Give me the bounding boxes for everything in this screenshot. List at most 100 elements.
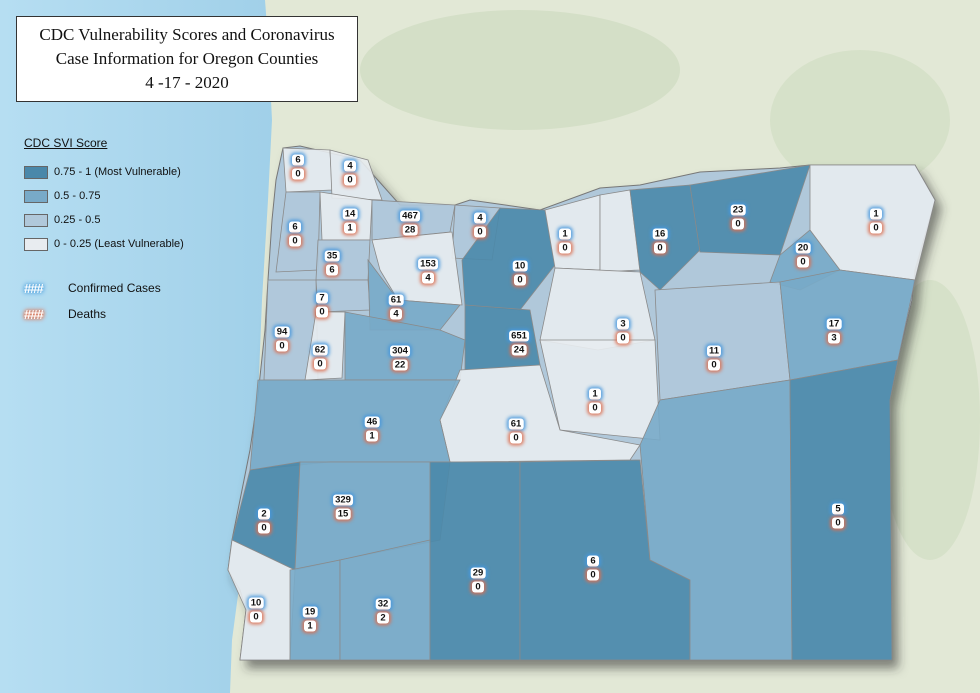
legend-swatch bbox=[24, 189, 48, 203]
legend-swatch bbox=[24, 213, 48, 227]
county-deaths-label: 0 bbox=[474, 226, 486, 238]
county-deaths-label: 1 bbox=[304, 620, 316, 632]
title-line-1: CDC Vulnerability Scores and Coronavirus bbox=[39, 25, 335, 44]
county-cases-label: 3 bbox=[617, 318, 629, 330]
county-cases-label: 61 bbox=[508, 418, 524, 430]
county-cases-label: 19 bbox=[302, 606, 318, 618]
county-klamath bbox=[429, 461, 521, 661]
legend-heading: CDC SVI Score bbox=[24, 136, 108, 150]
county-cases-label: 6 bbox=[289, 221, 301, 233]
county-cases-label: 14 bbox=[342, 208, 358, 220]
legend-class-label: 0.25 - 0.5 bbox=[54, 214, 101, 226]
county-cases-label: 2 bbox=[258, 508, 270, 520]
county-cases-label: 29 bbox=[470, 567, 486, 579]
map-legend: CDC SVI Score 0.75 - 1 (Most Vulnerable)… bbox=[24, 136, 224, 326]
map-title-box: CDC Vulnerability Scores and Coronavirus… bbox=[16, 16, 358, 102]
legend-class-label: 0 - 0.25 (Least Vulnerable) bbox=[54, 238, 184, 250]
county-deaths-label: 4 bbox=[390, 308, 402, 320]
county-wheeler bbox=[539, 267, 656, 351]
county-cases-label: 61 bbox=[388, 294, 404, 306]
legend-swatch bbox=[24, 237, 48, 251]
county-cases-label: 16 bbox=[652, 228, 668, 240]
county-deaths-label: 6 bbox=[326, 264, 338, 276]
county-deaths-label: 0 bbox=[732, 218, 744, 230]
title-line-2: Case Information for Oregon Counties bbox=[55, 49, 319, 68]
county-deaths-label: 0 bbox=[870, 222, 882, 234]
county-harney bbox=[639, 379, 793, 661]
county-deaths-label: 0 bbox=[292, 168, 304, 180]
cases-label: Confirmed Cases bbox=[68, 281, 161, 295]
county-clatsop bbox=[282, 147, 333, 193]
legend-class-1: 0.5 - 0.75 bbox=[24, 184, 224, 208]
county-cases-label: 5 bbox=[832, 503, 844, 515]
county-cases-label: 10 bbox=[248, 597, 264, 609]
county-cases-label: 94 bbox=[274, 326, 290, 338]
county-lane bbox=[249, 379, 461, 471]
county-deaths-label: 0 bbox=[344, 174, 356, 186]
county-deaths-label: 22 bbox=[392, 359, 408, 371]
county-cases-label: 10 bbox=[512, 260, 528, 272]
county-yamhill bbox=[315, 239, 371, 281]
county-deaths-label: 1 bbox=[366, 430, 378, 442]
county-cases-label: 4 bbox=[344, 160, 356, 172]
cases-symbol: ### bbox=[24, 280, 44, 296]
county-deaths-label: 1 bbox=[344, 222, 356, 234]
county-grant bbox=[654, 281, 791, 401]
legend-class-3: 0 - 0.25 (Least Vulnerable) bbox=[24, 232, 224, 256]
county-deaths-label: 0 bbox=[654, 242, 666, 254]
county-cases-label: 1 bbox=[559, 228, 571, 240]
county-deaths-label: 0 bbox=[559, 242, 571, 254]
county-cases-label: 20 bbox=[795, 242, 811, 254]
county-cases-label: 6 bbox=[587, 555, 599, 567]
county-cases-label: 17 bbox=[826, 318, 842, 330]
county-deaths-label: 0 bbox=[589, 402, 601, 414]
terrain-forest bbox=[770, 50, 950, 190]
legend-class-label: 0.75 - 1 (Most Vulnerable) bbox=[54, 166, 181, 178]
county-cases-label: 1 bbox=[870, 208, 882, 220]
county-columbia bbox=[329, 149, 383, 201]
county-cases-label: 23 bbox=[730, 204, 746, 216]
county-deaths-label: 0 bbox=[797, 256, 809, 268]
county-cases-label: 62 bbox=[312, 344, 328, 356]
county-deaths-label: 0 bbox=[258, 522, 270, 534]
county-cases-label: 4 bbox=[474, 212, 486, 224]
county-cases-label: 35 bbox=[324, 250, 340, 262]
county-deaths-label: 0 bbox=[617, 332, 629, 344]
county-deaths-label: 3 bbox=[828, 332, 840, 344]
county-cases-label: 304 bbox=[390, 345, 410, 357]
county-deaths-label: 24 bbox=[511, 344, 527, 356]
county-cases-label: 46 bbox=[364, 416, 380, 428]
county-deaths-label: 28 bbox=[402, 224, 418, 236]
title-line-3: 4 -17 - 2020 bbox=[145, 73, 229, 92]
county-deaths-label: 0 bbox=[708, 359, 720, 371]
county-cases-label: 7 bbox=[316, 292, 328, 304]
county-cases-label: 32 bbox=[375, 598, 391, 610]
county-deaths-label: 0 bbox=[587, 569, 599, 581]
county-deaths-label: 0 bbox=[510, 432, 522, 444]
county-cases-label: 153 bbox=[418, 258, 438, 270]
county-deaths-label: 0 bbox=[289, 235, 301, 247]
legend-class-0: 0.75 - 1 (Most Vulnerable) bbox=[24, 160, 224, 184]
county-malheur bbox=[789, 359, 899, 661]
county-cases-label: 467 bbox=[400, 210, 420, 222]
legend-class-2: 0.25 - 0.5 bbox=[24, 208, 224, 232]
county-polygons bbox=[227, 147, 936, 661]
county-deaths-label: 0 bbox=[314, 358, 326, 370]
county-cases-label: 329 bbox=[333, 494, 353, 506]
county-deaths-label: 0 bbox=[276, 340, 288, 352]
county-deaths-label: 0 bbox=[472, 581, 484, 593]
county-cases-label: 651 bbox=[509, 330, 529, 342]
county-deaths-label: 0 bbox=[316, 306, 328, 318]
county-deaths-label: 15 bbox=[335, 508, 351, 520]
county-baker bbox=[779, 269, 916, 381]
deaths-label: Deaths bbox=[68, 307, 107, 321]
county-deaths-label: 0 bbox=[250, 611, 262, 623]
terrain-forest bbox=[360, 10, 680, 130]
legend-swatch bbox=[24, 165, 48, 179]
county-deaths-label: 2 bbox=[377, 612, 389, 624]
county-deaths-label: 4 bbox=[422, 272, 434, 284]
terrain-forest bbox=[880, 280, 980, 560]
legend-class-label: 0.5 - 0.75 bbox=[54, 190, 101, 202]
legend-cases-row: ### Confirmed Cases bbox=[24, 276, 224, 300]
